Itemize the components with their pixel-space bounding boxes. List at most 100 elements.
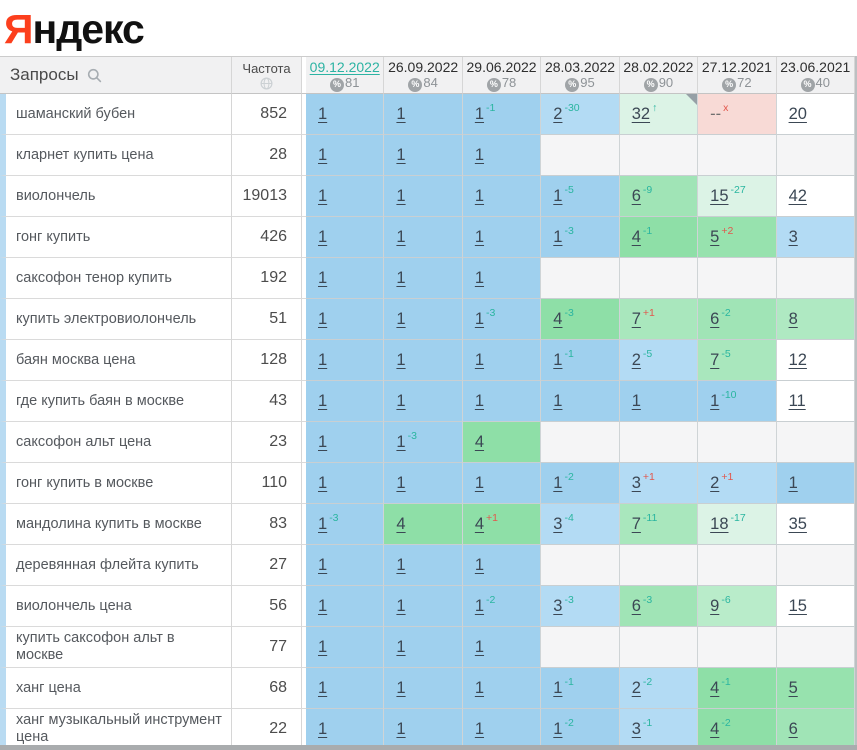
position-link[interactable]: 1 (396, 719, 406, 738)
position-link[interactable]: 1 (474, 104, 485, 123)
position-link[interactable]: 1 (318, 145, 328, 164)
position-link[interactable]: 1 (553, 186, 563, 205)
position-link[interactable]: 1 (553, 350, 563, 369)
position-link[interactable]: 6 (631, 596, 641, 615)
position-link[interactable]: 1 (396, 104, 406, 123)
position-link[interactable]: 1 (710, 391, 720, 410)
query-cell[interactable]: виолончель (0, 176, 232, 217)
position-link[interactable]: 1 (318, 227, 328, 246)
position-link[interactable]: 1 (474, 473, 485, 492)
position-link[interactable]: 1 (396, 555, 406, 574)
position-link[interactable]: 1 (474, 186, 485, 205)
query-cell[interactable]: шаманский бубен (0, 94, 232, 135)
position-link[interactable]: 2 (631, 678, 641, 697)
position-link[interactable]: 2 (631, 350, 641, 369)
position-link[interactable]: 35 (788, 514, 807, 533)
query-cell[interactable]: баян москва цена (0, 340, 232, 381)
position-link[interactable]: 1 (318, 678, 328, 697)
position-link[interactable]: 6 (788, 719, 798, 738)
position-link[interactable]: 1 (474, 555, 485, 574)
position-link[interactable]: 12 (788, 350, 807, 369)
query-cell[interactable]: купить электровиолончель (0, 299, 232, 340)
position-link[interactable]: 4 (631, 227, 641, 246)
position-link[interactable]: 1 (396, 145, 406, 164)
query-cell[interactable]: саксофон тенор купить (0, 258, 232, 299)
query-cell[interactable]: ханг музыкальный инструмент цена (0, 709, 232, 750)
position-link[interactable]: 1 (396, 678, 406, 697)
position-link[interactable]: 1 (553, 473, 563, 492)
position-link[interactable]: 3 (553, 514, 563, 533)
position-link[interactable]: 1 (318, 555, 328, 574)
position-link[interactable]: 8 (788, 309, 798, 328)
date-label[interactable]: 28.03.2022 (544, 58, 616, 75)
query-cell[interactable]: гонг купить (0, 217, 232, 258)
position-link[interactable]: 1 (396, 268, 406, 287)
date-label[interactable]: 23.06.2021 (780, 58, 851, 75)
position-link[interactable]: 1 (396, 391, 406, 410)
query-cell[interactable]: виолончель цена (0, 586, 232, 627)
position-link[interactable]: 2 (710, 473, 720, 492)
position-link[interactable]: 5 (788, 678, 798, 697)
position-link[interactable]: 1 (318, 186, 328, 205)
position-link[interactable]: 1 (318, 432, 328, 451)
date-label[interactable]: 29.06.2022 (466, 58, 537, 75)
position-link[interactable]: 1 (474, 268, 485, 287)
position-link[interactable]: 1 (474, 637, 485, 656)
position-link[interactable]: 1 (318, 637, 328, 656)
query-cell[interactable]: купить саксофон альт в москве (0, 627, 232, 668)
position-link[interactable]: 7 (631, 514, 641, 533)
position-link[interactable]: 3 (631, 473, 641, 492)
position-link[interactable]: 1 (396, 227, 406, 246)
position-link[interactable]: 32 (631, 104, 651, 123)
position-link[interactable]: 1 (396, 350, 406, 369)
position-link[interactable]: 1 (553, 719, 563, 738)
query-cell[interactable]: мандолина купить в москве (0, 504, 232, 545)
position-link[interactable]: 1 (318, 473, 328, 492)
position-link[interactable]: 1 (396, 596, 406, 615)
position-link[interactable]: 1 (553, 227, 563, 246)
position-link[interactable]: 7 (710, 350, 720, 369)
position-link[interactable]: 1 (553, 391, 563, 410)
date-label[interactable]: 26.09.2022 (388, 58, 459, 75)
position-link[interactable]: 1 (553, 678, 563, 697)
position-link[interactable]: 1 (318, 350, 328, 369)
position-link[interactable]: 6 (631, 186, 641, 205)
position-link[interactable]: 15 (788, 596, 807, 615)
position-link[interactable]: 1 (474, 391, 485, 410)
position-link[interactable]: 1 (474, 350, 485, 369)
position-link[interactable]: 4 (474, 514, 485, 533)
position-link[interactable]: 20 (788, 104, 807, 123)
position-link[interactable]: 1 (631, 391, 641, 410)
query-cell[interactable]: саксофон альт цена (0, 422, 232, 463)
position-link[interactable]: 7 (631, 309, 641, 328)
position-link[interactable]: 1 (318, 596, 328, 615)
position-link[interactable]: 3 (553, 596, 563, 615)
date-label[interactable]: 27.12.2021 (701, 58, 772, 75)
query-cell[interactable]: где купить баян в москве (0, 381, 232, 422)
position-link[interactable]: 1 (396, 309, 406, 328)
date-label[interactable]: 09.12.2022 (309, 58, 380, 75)
position-link[interactable]: 1 (474, 678, 485, 697)
position-link[interactable]: 1 (318, 719, 328, 738)
position-link[interactable]: 11 (788, 391, 806, 410)
position-link[interactable]: 1 (474, 719, 485, 738)
position-link[interactable]: 1 (474, 145, 485, 164)
position-link[interactable]: 1 (396, 432, 406, 451)
position-link[interactable]: 1 (318, 391, 328, 410)
date-label[interactable]: 28.02.2022 (623, 58, 694, 75)
position-link[interactable]: 42 (788, 186, 807, 205)
query-cell[interactable]: деревянная флейта купить (0, 545, 232, 586)
position-link[interactable]: 1 (396, 473, 406, 492)
position-link[interactable]: 1 (318, 268, 328, 287)
position-link[interactable]: 18 (710, 514, 729, 533)
query-cell[interactable]: кларнет купить цена (0, 135, 232, 176)
position-link[interactable]: 1 (396, 637, 406, 656)
position-link[interactable]: 15 (710, 186, 729, 205)
position-link[interactable]: 1 (474, 596, 485, 615)
position-link[interactable]: 4 (553, 309, 563, 328)
position-link[interactable]: 5 (710, 227, 720, 246)
position-link[interactable]: 1 (474, 309, 485, 328)
position-link[interactable]: 9 (710, 596, 720, 615)
query-cell[interactable]: ханг цена (0, 668, 232, 709)
position-link[interactable]: 1 (318, 514, 328, 533)
